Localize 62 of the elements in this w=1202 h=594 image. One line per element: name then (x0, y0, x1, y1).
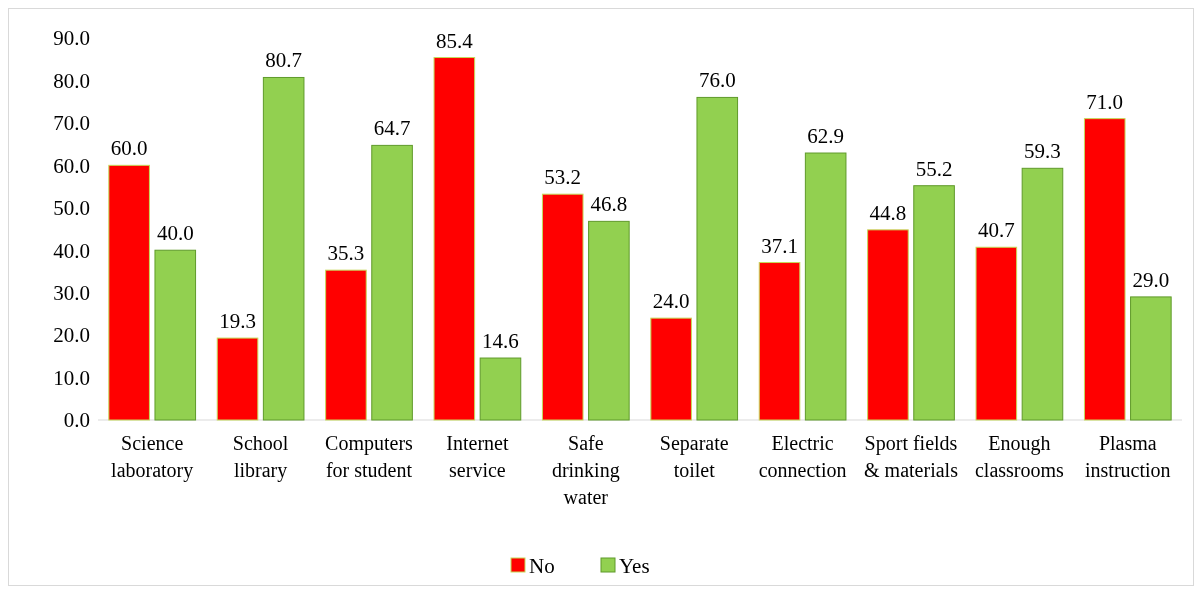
data-label: 46.8 (590, 192, 628, 217)
x-tick-label: Enough classrooms (974, 432, 1065, 481)
bar (650, 317, 692, 421)
bar (867, 229, 909, 421)
bar (588, 220, 630, 421)
data-label: 40.0 (156, 221, 194, 246)
y-tick-label: 70.0 (53, 111, 90, 136)
y-tick-label: 60.0 (53, 153, 90, 178)
bar (975, 246, 1018, 421)
y-tick-label: 40.0 (53, 238, 90, 263)
legend-label: No (529, 554, 555, 579)
data-label: 19.3 (219, 309, 256, 334)
data-label: 40.7 (977, 218, 1015, 243)
bar (804, 152, 847, 421)
bar (913, 185, 955, 421)
bar (1130, 296, 1172, 421)
data-label: 62.9 (807, 124, 845, 149)
x-tick-label: Computers for student (325, 432, 414, 481)
y-tick-label: 90.0 (53, 26, 90, 51)
data-label: 59.3 (1024, 139, 1061, 164)
data-label: 71.0 (1086, 89, 1124, 114)
y-tick-label: 0.0 (63, 408, 90, 433)
y-tick-label: 10.0 (53, 365, 90, 390)
data-label: 37.1 (761, 233, 798, 258)
bar (1083, 118, 1126, 421)
x-tick-label: Separate toilet (659, 432, 729, 481)
bar (696, 96, 739, 421)
data-label: 35.3 (327, 241, 365, 266)
bar (758, 262, 801, 421)
data-label: 60.0 (110, 136, 148, 161)
bar (371, 144, 413, 421)
data-label: 80.7 (265, 48, 303, 73)
x-tick-label: School library (232, 432, 289, 482)
data-label: 64.7 (373, 116, 411, 141)
x-tick-label: Safe drinking water (551, 432, 620, 508)
data-label: 29.0 (1132, 267, 1170, 292)
y-tick-label: 30.0 (53, 281, 90, 306)
bar (541, 193, 584, 421)
data-label: 14.6 (482, 329, 519, 354)
data-label: 44.8 (869, 200, 907, 225)
data-label: 24.0 (652, 289, 690, 314)
data-label: 85.4 (435, 28, 474, 53)
data-label: 55.2 (915, 156, 953, 181)
x-tick-label: Plasma instruction (1085, 432, 1171, 481)
legend-label: Yes (619, 554, 650, 579)
bar (479, 357, 522, 421)
bar (154, 249, 197, 421)
x-tick-label: Electric connection (758, 432, 847, 481)
bar (433, 57, 476, 421)
bar (1021, 167, 1064, 421)
x-tick-label: Internet service (446, 432, 509, 481)
data-label: 76.0 (698, 68, 736, 93)
data-label: 53.2 (544, 165, 582, 190)
bar (325, 269, 367, 421)
x-tick-label: Sport fields & materials (864, 432, 959, 481)
bar (216, 337, 259, 421)
x-tick-label: Science laboratory (111, 432, 194, 482)
y-tick-label: 50.0 (53, 196, 90, 221)
y-tick-label: 80.0 (53, 68, 90, 93)
bar (262, 76, 305, 421)
y-tick-label: 20.0 (53, 323, 90, 348)
bar (108, 164, 150, 421)
